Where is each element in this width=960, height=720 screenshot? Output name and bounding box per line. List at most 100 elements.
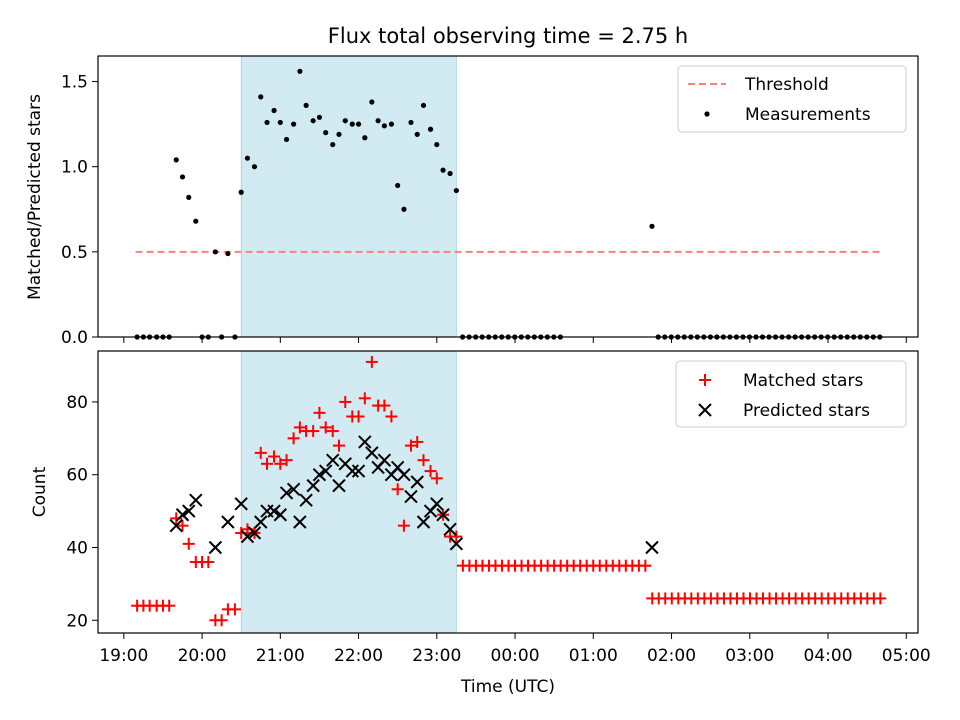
predicted-star-b <box>240 529 255 544</box>
top-y-tick-label: 1.5 <box>61 73 88 93</box>
predicted-star-b <box>436 508 450 522</box>
legend-matched-swatch <box>699 374 711 386</box>
matched-star-point <box>352 410 365 423</box>
measurement-point <box>277 119 283 126</box>
predicted-star-b <box>326 453 340 467</box>
matched-star-point <box>215 614 228 627</box>
measurement-point <box>440 167 446 173</box>
predicted-star-b <box>358 435 372 449</box>
legend-predicted-swatch <box>698 403 712 417</box>
x-tick-label: 22:00 <box>334 646 383 666</box>
x-tick-label: 20:00 <box>178 646 227 666</box>
matched-star-point <box>391 483 404 496</box>
measurement-point <box>447 170 453 177</box>
x-tick-label: 01:00 <box>569 646 618 666</box>
predicted-star-point <box>645 540 659 555</box>
matched-star-point <box>176 519 189 532</box>
matched-star-point <box>313 406 326 419</box>
predicted-star-point <box>221 515 235 529</box>
x-tick-label: 03:00 <box>725 646 774 666</box>
predicted-star-b <box>267 504 281 518</box>
x-tick-label: 23:00 <box>412 646 461 666</box>
predicted-star-b <box>410 475 424 489</box>
predicted-star-point <box>318 464 333 478</box>
predicted-star-point <box>430 497 444 511</box>
predicted-star-point <box>443 522 457 537</box>
legend-threshold-label: Threshold <box>744 75 829 95</box>
measurement-point <box>225 250 231 257</box>
matched-star-point <box>874 592 887 605</box>
matched-star-point <box>417 454 430 467</box>
predicted-star-point <box>293 515 307 529</box>
top-y-tick-label: 0.5 <box>61 243 88 263</box>
predicted-star-b <box>182 504 196 518</box>
measurement-point <box>381 123 387 129</box>
measurement-point <box>173 157 179 163</box>
matched-star-point <box>339 395 352 408</box>
x-tick-label: 21:00 <box>256 646 305 666</box>
measurement-point <box>362 135 368 141</box>
predicted-star-b <box>234 497 248 511</box>
measurement-point <box>420 102 427 108</box>
top-plot: 0.0 0.5 1.0 1.5 <box>61 55 907 348</box>
predicted-star-point <box>332 478 346 493</box>
predicted-star-b <box>273 508 288 522</box>
predicted-star-b <box>208 540 223 555</box>
measurement-point <box>453 187 459 194</box>
matched-star-point <box>424 465 437 478</box>
measurement-point <box>264 119 270 126</box>
matched-star-point <box>319 421 332 434</box>
predicted-star-point <box>267 504 281 518</box>
predicted-star-b <box>645 540 659 555</box>
predicted-star-b <box>221 515 235 529</box>
measurement-point <box>303 102 309 108</box>
measurement-point <box>349 121 355 127</box>
measurement-point <box>401 206 407 212</box>
predicted-star-point <box>247 526 262 540</box>
matched-star-point <box>261 457 274 470</box>
matched-star-point <box>411 435 424 448</box>
predicted-star-point <box>286 482 301 496</box>
predicted-star-b <box>247 526 262 540</box>
predicted-star-b <box>293 515 307 529</box>
matched-star-point <box>202 556 215 569</box>
bottom-shaded-span <box>240 350 457 634</box>
measurement-point <box>434 141 440 148</box>
measurement-point <box>395 182 401 189</box>
matched-star-point <box>430 472 443 485</box>
measurement-point <box>212 249 218 255</box>
predicted-star-point <box>189 493 203 507</box>
predicted-star-b <box>390 460 405 475</box>
predicted-star-point <box>175 508 190 522</box>
matched-star-point <box>639 559 652 572</box>
predicted-star-b <box>449 537 464 551</box>
matched-star-point <box>365 355 378 368</box>
measurement-point <box>258 94 264 100</box>
matched-star-point <box>182 537 195 550</box>
measurement-point <box>283 136 290 143</box>
measurement-point <box>251 164 258 170</box>
predicted-star-b <box>377 453 392 467</box>
matched-star-point <box>307 425 320 438</box>
matched-star-point <box>287 432 300 445</box>
top-shaded-span <box>240 55 457 338</box>
bottom-y-axis-label: Count <box>30 466 50 517</box>
predicted-star-point <box>436 508 450 522</box>
predicted-star-point <box>182 504 196 518</box>
predicted-star-b <box>318 464 333 478</box>
measurement-point <box>369 99 375 105</box>
x-tick-label: 19:00 <box>99 646 148 666</box>
top-y-tick-label: 0.0 <box>61 328 88 348</box>
top-legend: Threshold Measurements <box>677 65 907 133</box>
bottom-y-tick-label: 40 <box>66 538 88 558</box>
legend-measurements-swatch <box>704 111 710 117</box>
predicted-star-b <box>306 478 320 493</box>
predicted-star-point <box>234 497 248 511</box>
measurement-point <box>316 114 323 120</box>
measurement-point <box>388 121 395 127</box>
measurement-point <box>291 121 297 127</box>
measurement-point <box>336 131 342 137</box>
predicted-star-point <box>306 478 320 493</box>
bottom-y-tick-label: 20 <box>66 611 88 631</box>
